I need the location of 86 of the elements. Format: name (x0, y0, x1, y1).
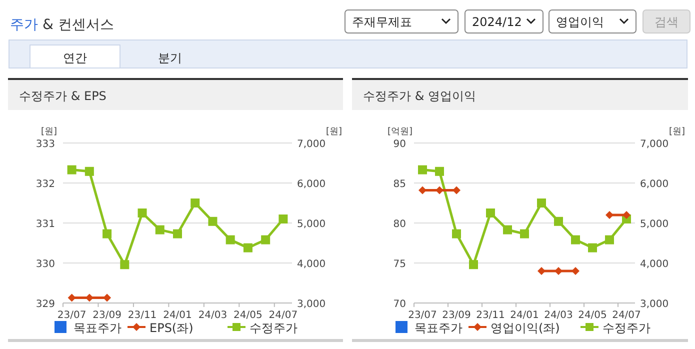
point (537, 198, 546, 208)
y-tick-label: 75 (393, 259, 406, 270)
point (606, 211, 614, 219)
x-tick-label: 23/11 (128, 310, 157, 321)
point (572, 267, 580, 275)
text: 영업이익 (556, 15, 604, 29)
point (208, 216, 218, 226)
point (503, 225, 512, 234)
point (486, 208, 495, 218)
point (155, 225, 164, 234)
point (261, 235, 270, 244)
y-tick-label: 70 (393, 299, 406, 310)
point (120, 260, 130, 270)
point (278, 214, 288, 224)
point (67, 165, 76, 174)
y2-tick-label: 4,000 (297, 259, 326, 270)
x-tick-label: 23/07 (57, 310, 86, 321)
legend-label: 영업이익(좌) (490, 321, 560, 335)
point (138, 208, 147, 218)
point (102, 229, 112, 238)
y2-tick-label: 5,000 (640, 219, 669, 230)
y-tick-label: 329 (36, 299, 55, 310)
legend-label: 수정주가 (602, 321, 650, 335)
y-tick-label: 90 (393, 139, 406, 150)
y2-tick-label: 3,000 (640, 299, 669, 310)
x-tick-label: 24/01 (510, 310, 539, 321)
point (173, 229, 182, 238)
x-tick-label: 23/09 (92, 310, 122, 321)
y-tick-label: 80 (393, 219, 406, 230)
x-tick-label: 24/05 (234, 310, 262, 321)
point (418, 165, 427, 174)
y-tick-label: 332 (36, 179, 55, 190)
y-axis-title: [억원] (387, 127, 413, 137)
point (452, 229, 461, 238)
text: 주재무제표 (352, 15, 412, 29)
x-tick-label: 23/09 (442, 310, 471, 321)
point (84, 166, 94, 176)
text: 검색 (654, 15, 678, 29)
text: 연간 (63, 51, 87, 65)
point (554, 216, 563, 226)
x-tick-label: 23/07 (408, 310, 437, 321)
chart-title: 수정주가 & 영업이익 (363, 89, 476, 103)
point (588, 243, 597, 252)
text: 주가 & 컨센서스 (10, 17, 114, 33)
y2-tick-label: 6,000 (297, 179, 326, 190)
legend-label: EPS(좌) (150, 321, 194, 335)
y2-tick-label: 7,000 (640, 139, 669, 150)
y-tick-label: 331 (36, 219, 55, 230)
point (520, 229, 529, 238)
text: 분기 (158, 51, 182, 65)
y-tick-label: 85 (393, 179, 406, 190)
point (243, 243, 252, 252)
y2-axis-title: [원] (326, 127, 342, 137)
y2-tick-label: 6,000 (640, 179, 669, 190)
point (452, 186, 460, 194)
point (605, 235, 614, 244)
point (418, 186, 426, 194)
point (435, 166, 444, 176)
point (226, 235, 235, 244)
text: 2024/12 (472, 15, 522, 29)
x-tick-label: 24/03 (198, 310, 228, 321)
x-tick-label: 24/05 (578, 310, 607, 321)
legend-label: 목표주가 (74, 321, 122, 335)
point (571, 235, 580, 244)
point (190, 198, 200, 208)
point (538, 267, 546, 275)
y-axis-title: [원] (40, 127, 58, 137)
y2-tick-label: 3,000 (297, 299, 326, 310)
y2-tick-label: 4,000 (640, 259, 669, 270)
y2-tick-label: 5,000 (297, 219, 326, 230)
y2-tick-label: 7,000 (297, 139, 326, 150)
point (554, 267, 562, 275)
x-tick-label: 24/03 (544, 310, 573, 321)
legend-label: 목표주가 (414, 321, 462, 335)
x-tick-label: 24/01 (163, 310, 192, 321)
y2-axis-title: [원] (668, 127, 686, 137)
x-tick-label: 24/07 (268, 310, 298, 321)
chart-title: 수정주가 & EPS (19, 89, 106, 103)
y-tick-label: 330 (36, 259, 55, 270)
x-tick-label: 23/11 (476, 310, 505, 321)
point (469, 260, 478, 270)
point (622, 211, 630, 219)
y-tick-label: 333 (36, 139, 55, 150)
point (436, 186, 444, 194)
x-tick-label: 24/07 (612, 310, 641, 321)
legend-label: 수정주가 (250, 321, 298, 335)
